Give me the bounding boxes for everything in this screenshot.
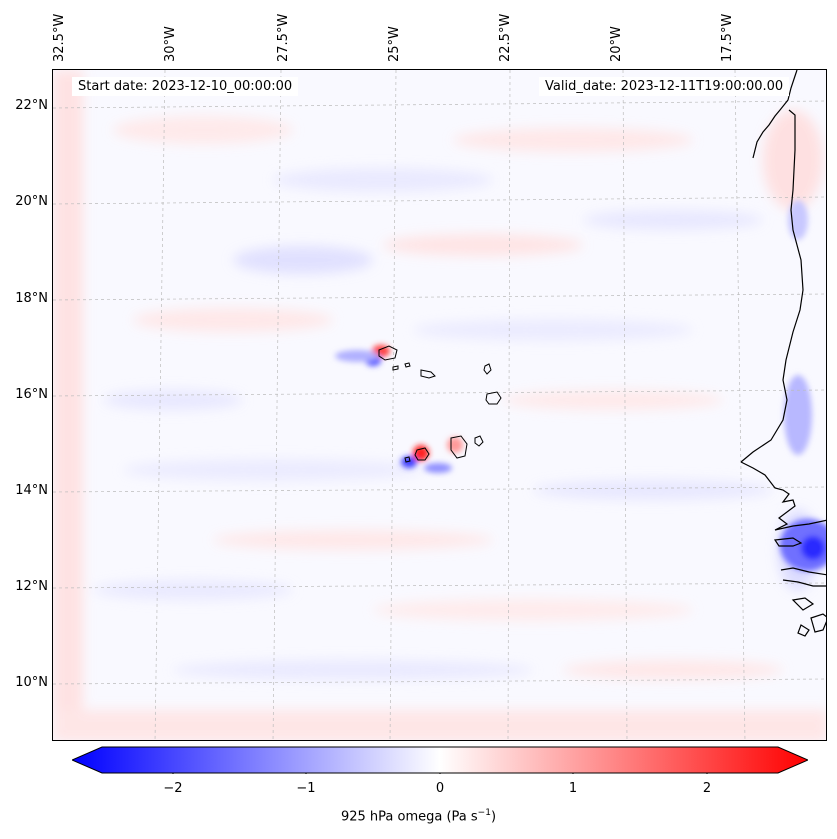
omega-field-map [53,70,826,740]
colorbar-tick-2: 2 [702,781,712,796]
lon-label-27-5w: 27.5°W [276,13,291,62]
valid-date-label: Valid_date: 2023-12-11T19:00:00.00 [539,77,790,96]
lat-label-22n: 22°N [15,98,48,113]
lat-label-14n: 14°N [15,483,48,498]
colorbar-label-text: 925 hPa omega (Pa s [340,809,478,825]
colorbar-tick-neg1: −1 [296,781,316,796]
colorbar-label-suffix: ) [490,809,497,825]
map-panel[interactable] [52,69,827,741]
colorbar-tick-neg2: −2 [163,781,183,796]
lat-label-10n: 10°N [15,675,48,690]
coastal-omega-signal [780,200,826,571]
omega-field-shading [53,70,826,740]
colorbar-tick-0: 0 [435,781,445,796]
colorbar-tick-1: 1 [568,781,578,796]
lat-label-16n: 16°N [15,387,48,402]
colorbar-gradient [72,746,808,774]
colorbar-label-exponent: −1 [477,808,491,818]
africa-coastline [740,70,826,637]
lon-label-30w: 30°W [163,26,178,62]
lat-label-18n: 18°N [15,291,48,306]
start-date-label: Start date: 2023-12-10_00:00:00 [72,77,299,96]
graticule [53,70,826,740]
lat-label-20n: 20°N [15,194,48,209]
lon-label-20w: 20°W [609,26,624,62]
lon-label-25w: 25°W [387,26,402,62]
colorbar [72,746,808,774]
cape-verde-islands [378,345,502,463]
colorbar-label: 925 hPa omega (Pa s−1) [0,808,837,824]
lon-label-32-5w: 32.5°W [52,13,67,62]
colorbar-ticks [172,773,708,774]
lon-label-17-5w: 17.5°W [720,13,735,62]
island-omega-dipoles [335,345,463,473]
lon-label-22-5w: 22.5°W [498,13,513,62]
lat-label-12n: 12°N [15,579,48,594]
